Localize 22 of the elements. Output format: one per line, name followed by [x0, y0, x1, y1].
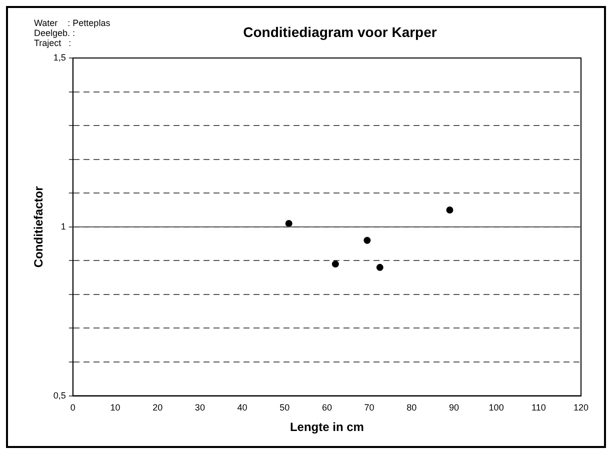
chart-title: Conditiediagram voor Karper [242, 24, 438, 40]
x-tick-label: 30 [194, 402, 205, 413]
x-tick-label: 70 [364, 402, 374, 413]
x-tick-label: 20 [152, 402, 163, 413]
text: Deelgeb. : [34, 28, 76, 38]
text: Water : Petteplas [34, 18, 110, 28]
x-tick-label: 80 [406, 402, 417, 413]
y-tick-label: 0,5 [53, 390, 66, 400]
x-tick-label: 110 [531, 402, 546, 413]
y-tick-label: 1 [60, 221, 66, 232]
x-tick-label: 10 [110, 402, 120, 413]
x-tick-label: 120 [573, 402, 589, 413]
x-tick-label: 50 [280, 402, 290, 413]
y-axis-title: Conditiefactor [32, 186, 46, 268]
x-tick-label: 100 [488, 402, 504, 413]
x-tick-label: 90 [448, 402, 459, 413]
text: Traject : [34, 38, 72, 48]
x-axis-title: Lengte in cm [290, 420, 364, 434]
x-tick-label: 0 [70, 402, 76, 413]
x-tick-label: 40 [237, 402, 248, 413]
x-tick-label: 60 [322, 402, 332, 413]
y-tick-label: 1,5 [53, 52, 66, 62]
